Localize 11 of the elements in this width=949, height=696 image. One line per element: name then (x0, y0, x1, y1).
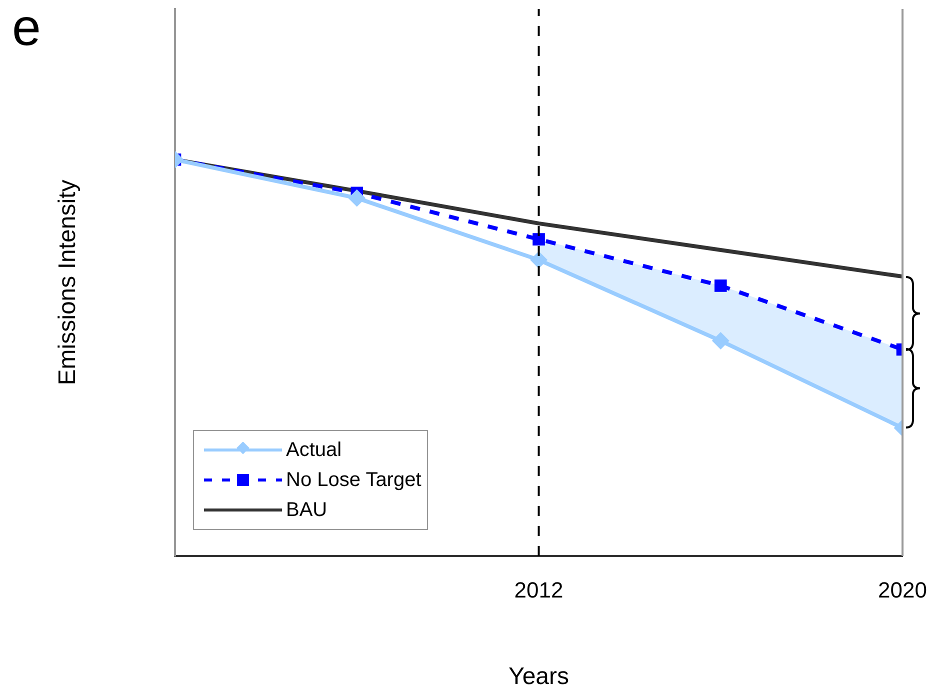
x-tick-label: 2012 (514, 577, 564, 602)
y-axis-title: Emissions Intensity (54, 180, 82, 386)
point (530, 251, 548, 268)
x-axis-title: Years (508, 663, 570, 690)
text: e (12, 0, 41, 58)
point (714, 280, 727, 292)
legend-label: No Lose Target (286, 468, 422, 492)
legend-label: BAU (286, 498, 328, 522)
legend-label: Actual (286, 438, 342, 462)
point (532, 233, 545, 246)
x-tick-label: 2020 (878, 577, 928, 602)
